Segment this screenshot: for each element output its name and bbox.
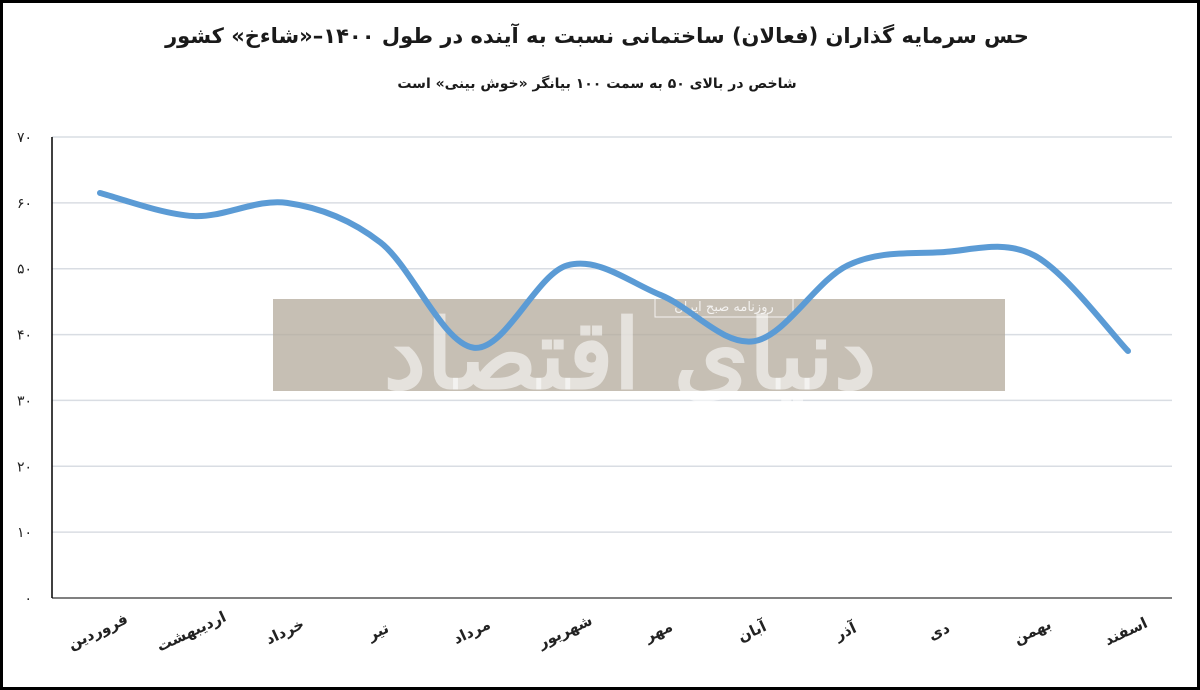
x-tick-label: شهریور [534, 611, 595, 652]
y-axis-ticks: ۰ ۱۰ ۲۰ ۳۰ ۴۰ ۵۰ ۶۰ ۷۰ [17, 130, 32, 607]
chart-title: حس سرمایه گذاران (فعالان) ساختمانی نسبت … [165, 24, 1029, 48]
x-tick-label: خرداد [263, 615, 307, 649]
data-point [192, 215, 195, 218]
x-axis-labels: فروردین اردیبهشت خرداد تیر مرداد شهریور مهر آبا… [65, 608, 1150, 656]
data-point [379, 241, 382, 244]
x-tick-label: مهر [641, 617, 675, 646]
y-tick-label: ۰ [24, 591, 32, 607]
data-point [1127, 350, 1130, 353]
watermark-band [273, 299, 1005, 391]
x-tick-label: دی [925, 619, 952, 645]
x-tick-label: فروردین [65, 610, 131, 653]
x-tick-label: اردیبهشت [154, 608, 229, 656]
data-point [940, 251, 943, 254]
data-point [285, 201, 288, 204]
x-tick-label: اسفند [1101, 614, 1150, 650]
series-line [97, 189, 1131, 355]
x-tick-label: آبان [735, 617, 770, 646]
x-tick-label: تیر [364, 619, 392, 645]
y-tick-label: ۳۰ [17, 393, 32, 409]
data-point [1033, 254, 1036, 257]
data-point [99, 191, 102, 194]
y-tick-label: ۷۰ [17, 130, 32, 146]
x-tick-label: بهمن [1011, 615, 1054, 648]
data-point [472, 346, 475, 349]
series-layer [97, 189, 1131, 355]
y-tick-label: ۶۰ [17, 196, 32, 212]
chart-subtitle: شاخص در بالای ۵۰ به سمت ۱۰۰ بیانگر «خوش … [397, 76, 797, 92]
y-tick-label: ۴۰ [17, 328, 32, 344]
data-point [566, 264, 569, 267]
y-tick-label: ۲۰ [17, 459, 32, 475]
x-tick-label: آذر [831, 618, 860, 644]
watermark-text: دنیای اقتصاد [383, 298, 876, 411]
x-tick-label: مرداد [450, 615, 493, 648]
watermark-tag-box [654, 294, 794, 318]
data-point [753, 340, 756, 343]
y-tick-label: ۵۰ [17, 262, 32, 278]
data-point [846, 264, 849, 267]
watermark-subtext: روزنامه صبح ایران [674, 300, 774, 315]
data-point [659, 294, 662, 297]
y-tick-label: ۱۰ [17, 525, 32, 541]
